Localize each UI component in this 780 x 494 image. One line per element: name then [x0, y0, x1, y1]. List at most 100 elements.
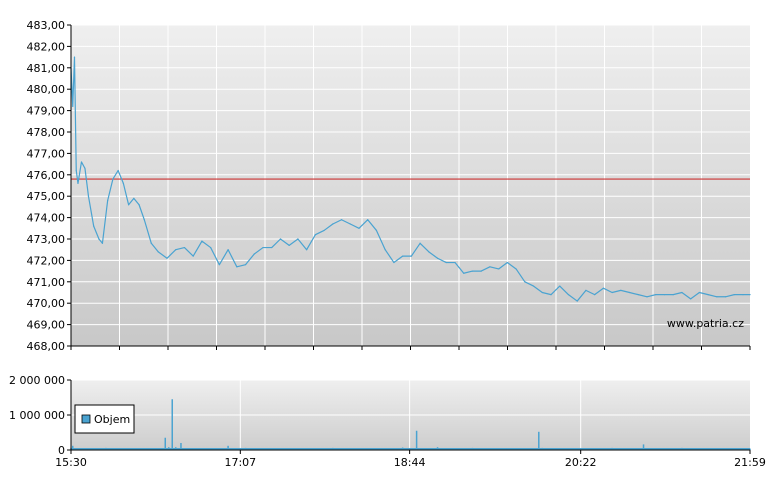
price-point [98, 238, 100, 240]
price-point [594, 294, 596, 296]
price-point [663, 294, 666, 296]
volume-bar [611, 447, 613, 450]
volume-bar [87, 448, 90, 450]
price-point [150, 242, 152, 244]
volume-bar [538, 431, 540, 450]
volume-bars-layer [70, 399, 751, 450]
price-ytick-label: 468,00 [27, 340, 66, 353]
price-point [445, 261, 447, 264]
price-point [436, 257, 439, 259]
volume-xtick-label: 17:07 [224, 456, 256, 469]
volume-bar [164, 437, 167, 450]
volume-bar [244, 447, 247, 450]
price-ytick-label: 469,00 [27, 319, 66, 332]
volume-ytick-label: 1 000 000 [9, 409, 65, 422]
price-point [236, 266, 238, 268]
price-point [375, 229, 378, 232]
volume-bar [262, 448, 264, 450]
price-point [244, 264, 247, 266]
volume-bar [297, 448, 299, 450]
price-point [101, 242, 104, 244]
price-ytick-label: 480,00 [27, 83, 66, 96]
price-point [559, 285, 561, 287]
price-ytick-label: 475,00 [27, 190, 66, 203]
volume-bar [157, 448, 160, 450]
volume-xtick-label: 21:59 [734, 456, 766, 469]
watermark-annotation: www.patria.cz [667, 317, 744, 330]
price-ytick-label: 471,00 [27, 276, 66, 289]
price-point [192, 255, 194, 257]
price-ytick-label: 478,00 [27, 126, 66, 139]
volume-bar [174, 447, 177, 450]
price-point [279, 238, 282, 240]
volume-bar [642, 444, 645, 450]
volume-bar [681, 447, 683, 450]
price-point [724, 296, 727, 298]
volume-xtick-label: 18:44 [394, 456, 426, 469]
price-point [716, 296, 718, 298]
price-ytick-label: 472,00 [27, 254, 66, 267]
price-point [133, 197, 135, 199]
price-ytick-label: 481,00 [27, 62, 66, 75]
price-point [349, 223, 351, 225]
price-point [157, 251, 159, 253]
price-series-layer [70, 56, 751, 302]
price-point [480, 270, 482, 272]
price-point [698, 291, 700, 294]
price-point [84, 167, 86, 169]
price-point [733, 294, 735, 296]
price-point [550, 294, 552, 296]
axis-layer [67, 24, 751, 454]
price-point [532, 285, 535, 287]
price-point [77, 182, 79, 184]
volume-bar [332, 447, 334, 450]
price-ytick-label: 483,00 [27, 19, 66, 32]
volume-bar [227, 445, 229, 450]
price-point [742, 294, 744, 296]
volume-bar [71, 445, 74, 450]
price-point [454, 261, 456, 264]
price-point [201, 240, 203, 242]
volume-bar [749, 448, 751, 450]
price-point [690, 298, 692, 300]
volume-bar [541, 447, 544, 450]
price-point [384, 249, 386, 251]
price-point [576, 300, 578, 302]
price-point [567, 294, 570, 296]
price-point [489, 266, 491, 268]
volume-bar [75, 448, 77, 450]
volume-bar [716, 448, 718, 450]
volume-bar [506, 448, 509, 450]
price-point [227, 249, 229, 251]
price-point [367, 219, 369, 221]
volume-bar [576, 448, 578, 450]
price-point [749, 294, 751, 296]
price-point [637, 294, 639, 296]
price-point [358, 227, 360, 229]
price-ytick-label: 474,00 [27, 212, 66, 225]
price-point [112, 178, 114, 180]
legend-swatch-objem [81, 414, 91, 424]
price-point [271, 246, 273, 249]
price-point [138, 204, 140, 206]
price-point [428, 251, 430, 253]
price-point [306, 249, 308, 251]
price-point [620, 289, 622, 291]
volume-xtick-label: 15:30 [55, 456, 87, 469]
price-point [515, 268, 517, 270]
price-point [166, 257, 168, 259]
volume-baseline [71, 448, 750, 450]
volume-bar [366, 448, 369, 450]
price-point [410, 255, 412, 257]
price-point [262, 246, 264, 249]
price-point [107, 199, 109, 202]
volume-xtick-label: 20:22 [565, 456, 597, 469]
volume-bar [401, 447, 404, 450]
legend-label-objem: Objem [94, 413, 130, 426]
price-point [210, 246, 212, 249]
volume-bar [646, 448, 648, 450]
price-ytick-label: 477,00 [27, 147, 66, 160]
price-point [314, 234, 316, 236]
